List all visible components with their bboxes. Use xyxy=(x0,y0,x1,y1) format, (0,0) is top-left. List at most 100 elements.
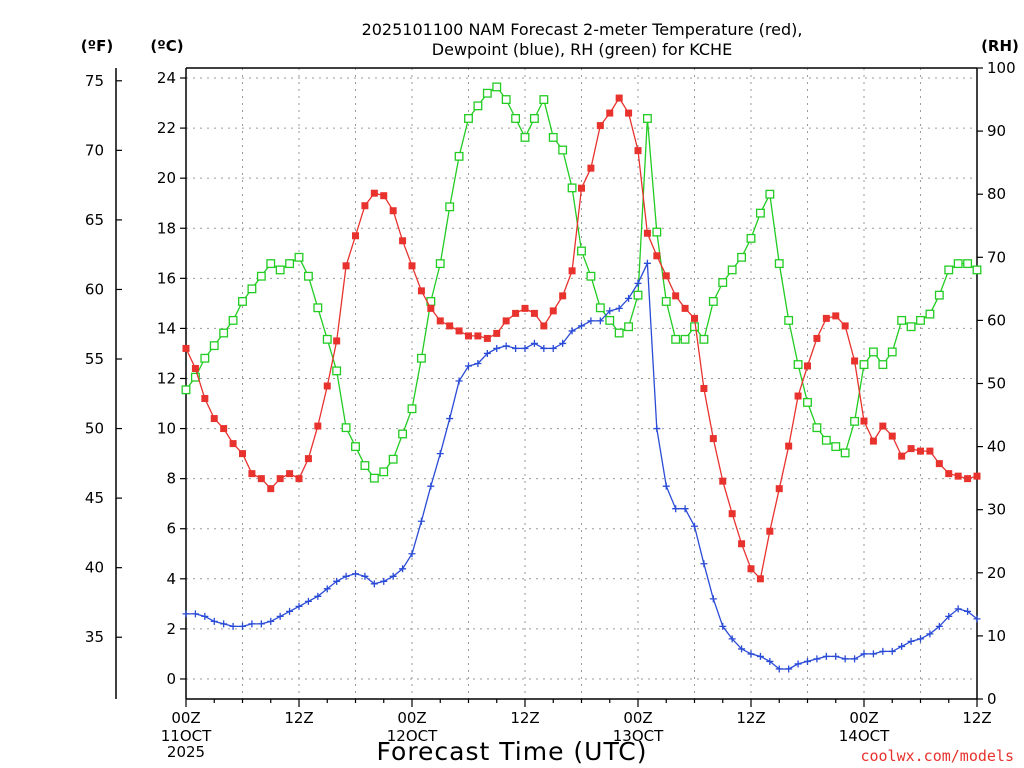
dewpoint-point xyxy=(342,572,350,580)
temperature-point xyxy=(954,472,962,480)
rh-point xyxy=(360,461,370,470)
dewpoint-series xyxy=(182,259,981,673)
temperature-point xyxy=(436,317,444,325)
rh-point xyxy=(774,259,784,269)
dewpoint-point xyxy=(634,279,642,287)
rh-point xyxy=(369,473,379,483)
rh-point xyxy=(812,423,822,433)
temperature-point xyxy=(540,322,548,330)
rh-point xyxy=(464,114,473,123)
temperature-point xyxy=(446,322,454,330)
rh-point xyxy=(492,82,502,92)
rh-point xyxy=(501,95,511,104)
rh-point xyxy=(303,271,313,281)
credit-text: coolwx.com/models xyxy=(860,747,1014,765)
temperature-point xyxy=(559,292,567,300)
time-tick-label: 00Z xyxy=(397,709,426,727)
rh-point xyxy=(454,151,464,161)
time-tick-label: 12Z xyxy=(284,709,313,727)
dewpoint-point xyxy=(352,570,359,578)
dewpoint-point xyxy=(653,425,661,433)
dewpoint-point xyxy=(446,415,454,423)
temperature-point xyxy=(832,312,840,320)
temperature-point xyxy=(521,304,529,312)
temperature-point xyxy=(653,252,661,260)
dewpoint-point xyxy=(333,577,341,585)
dewpoint-point xyxy=(455,377,463,385)
rh-point xyxy=(313,303,323,313)
fahrenheit-tick-label: 35 xyxy=(85,628,104,646)
rh-tick-label: 60 xyxy=(987,311,1006,329)
celsius-tick-label: 16 xyxy=(157,269,176,287)
rh-point xyxy=(633,290,643,300)
celsius-tick-label: 6 xyxy=(166,520,176,538)
dewpoint-point xyxy=(239,622,246,630)
rh-point xyxy=(840,448,850,458)
temperature-point xyxy=(493,329,501,337)
temperature-point xyxy=(465,332,472,340)
dewpoint-point xyxy=(691,522,698,530)
temperature-point xyxy=(898,452,906,460)
dewpoint-point xyxy=(502,342,510,350)
rh-point xyxy=(868,347,878,357)
temperature-point xyxy=(794,392,802,400)
dewpoint-point xyxy=(314,592,322,600)
dewpoint-point xyxy=(399,565,407,573)
rh-point xyxy=(934,290,944,300)
dewpoint-point xyxy=(408,550,416,558)
dewpoint-point xyxy=(945,612,953,620)
rh-point xyxy=(652,227,662,237)
rh-point xyxy=(850,416,860,426)
temperature-point xyxy=(549,307,557,315)
fahrenheit-tick-label: 40 xyxy=(85,559,104,577)
dewpoint-point xyxy=(860,650,868,658)
rh-point xyxy=(294,252,304,262)
rh-point xyxy=(821,435,831,445)
dewpoint-point xyxy=(700,560,708,568)
temperature-point xyxy=(257,475,265,483)
dewpoint-point xyxy=(738,645,746,653)
rh-point xyxy=(727,265,737,275)
celsius-tick-label: 22 xyxy=(157,119,176,137)
dewpoint-point xyxy=(578,322,585,330)
chart-title-line-1: 2025101100 NAM Forecast 2-meter Temperat… xyxy=(362,20,803,39)
x-axis-label: Forecast Time (UTC) xyxy=(377,737,648,766)
time-tick-date-label: 11OCT xyxy=(161,727,212,745)
rh-point xyxy=(228,315,238,325)
temperature-point xyxy=(333,337,341,345)
temperature-point xyxy=(756,575,764,583)
celsius-tick-label: 12 xyxy=(157,369,176,387)
temperature-point xyxy=(474,332,482,340)
fahrenheit-tick-label: 65 xyxy=(85,211,104,229)
rh-point xyxy=(445,202,455,212)
temperature-point xyxy=(201,395,209,403)
dewpoint-point xyxy=(559,339,567,347)
temperature-point xyxy=(615,94,623,102)
dewpoint-point xyxy=(257,620,265,628)
rh-point xyxy=(614,328,624,338)
dewpoint-point xyxy=(182,610,190,618)
rh-point xyxy=(285,259,295,269)
rh-point xyxy=(803,397,812,407)
rh-point xyxy=(190,372,200,382)
rh-point xyxy=(624,322,634,332)
temperature-point xyxy=(578,184,585,192)
temperature-point xyxy=(860,417,868,425)
dewpoint-point xyxy=(917,635,924,643)
time-tick-label: 00Z xyxy=(623,709,652,727)
rh-point xyxy=(482,88,492,98)
dewpoint-point xyxy=(568,327,576,335)
temperature-point xyxy=(606,109,614,117)
dewpoint-point xyxy=(493,344,501,352)
temperature-point xyxy=(625,109,633,117)
temperature-point xyxy=(314,422,322,430)
rh-point xyxy=(972,265,982,275)
dewpoint-point xyxy=(832,652,840,660)
dewpoint-point xyxy=(210,617,218,625)
dewpoint-point xyxy=(728,635,736,643)
dewpoint-point xyxy=(822,652,830,660)
temperature-point xyxy=(926,447,934,455)
temperature-point xyxy=(822,314,830,322)
dewpoint-point xyxy=(436,450,444,458)
